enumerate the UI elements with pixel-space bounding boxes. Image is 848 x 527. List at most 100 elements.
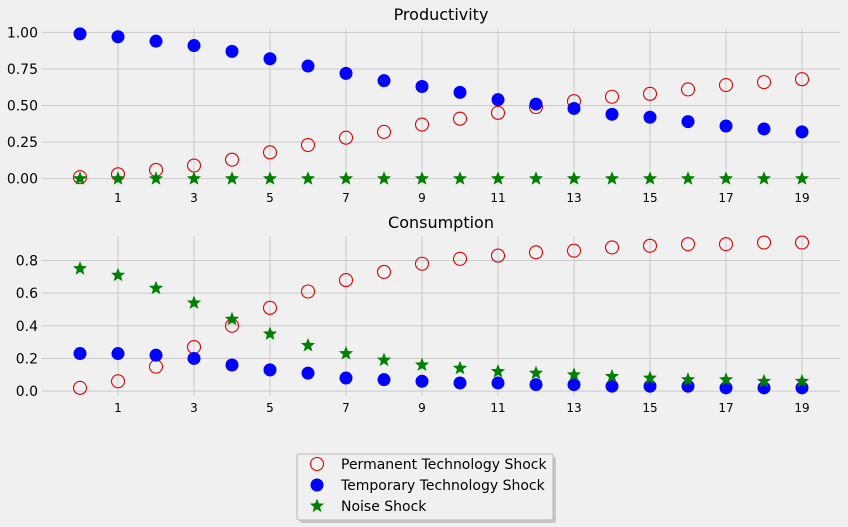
temporary-point: [567, 378, 581, 392]
temporary-point: [643, 379, 657, 393]
y-tick-label: 0.4: [16, 319, 38, 335]
noise-point: [338, 171, 354, 185]
legend: Permanent Technology Shock Temporary Tech…: [296, 453, 556, 523]
y-tick-label: 1.00: [7, 25, 38, 41]
temporary-point: [73, 27, 87, 41]
permanent-point: [376, 264, 392, 279]
legend-marker-permanent: [309, 456, 325, 472]
noise-point: [300, 171, 316, 185]
permanent-point: [300, 137, 316, 153]
permanent-point: [224, 152, 240, 167]
y-tick-label: 0.8: [16, 253, 38, 269]
noise-point: [72, 261, 88, 275]
x-tick-label: 7: [342, 401, 350, 415]
permanent-point: [642, 86, 658, 101]
chart-title: Productivity: [394, 5, 489, 24]
permanent-point: [680, 237, 696, 252]
temporary-point: [339, 371, 353, 385]
temporary-point: [719, 119, 733, 133]
temporary-point: [225, 358, 239, 372]
x-tick-label: 5: [266, 401, 274, 415]
permanent-point: [414, 256, 430, 271]
permanent-point: [414, 117, 430, 132]
noise-point: [528, 171, 544, 185]
noise-point: [566, 367, 582, 381]
permanent-point: [490, 248, 506, 263]
noise-point: [528, 365, 544, 380]
noise-point: [110, 267, 126, 282]
noise-point: [262, 326, 278, 341]
legend-label-permanent: Permanent Technology Shock: [341, 457, 547, 473]
noise-point: [224, 311, 240, 326]
temporary-point: [377, 74, 391, 88]
temporary-point: [415, 80, 429, 94]
x-tick-label: 19: [794, 401, 809, 415]
x-tick-label: 19: [794, 191, 809, 205]
noise-point: [376, 171, 392, 185]
permanent-point: [604, 240, 620, 255]
permanent-point: [338, 273, 354, 288]
permanent-point: [642, 238, 658, 253]
temporary-point: [719, 381, 733, 395]
x-tick-label: 15: [642, 401, 657, 415]
x-tick-label: 1: [114, 191, 122, 205]
y-tick-label: 0.75: [7, 62, 38, 78]
permanent-point: [490, 105, 506, 120]
y-tick-label: 0.00: [7, 172, 38, 188]
x-tick-label: 3: [190, 191, 198, 205]
x-tick-label: 7: [342, 191, 350, 205]
y-tick-label: 0.25: [7, 135, 38, 151]
permanent-point: [680, 82, 696, 97]
temporary-point: [795, 125, 809, 139]
x-tick-label: 3: [190, 401, 198, 415]
x-tick-label: 11: [490, 191, 505, 205]
temporary-point: [301, 59, 315, 73]
temporary-point: [73, 347, 87, 361]
noise-point: [452, 171, 468, 185]
temporary-point: [187, 39, 201, 53]
permanent-point: [756, 75, 772, 90]
temporary-point: [301, 366, 315, 380]
temporary-point: [415, 374, 429, 388]
temporary-point: [529, 97, 543, 111]
legend-label-temporary: Temporary Technology Shock: [340, 478, 546, 494]
legend-marker-noise: [309, 498, 325, 513]
permanent-point: [148, 359, 164, 374]
noise-point: [376, 352, 392, 367]
x-tick-label: 9: [418, 191, 426, 205]
noise-point: [642, 370, 658, 385]
temporary-point: [681, 115, 695, 129]
temporary-point: [491, 93, 505, 107]
legend-box: [296, 453, 554, 521]
noise-point: [148, 280, 164, 295]
temporary-point: [529, 378, 543, 392]
noise-point: [566, 171, 582, 185]
noise-point: [224, 171, 240, 185]
noise-point: [756, 171, 772, 185]
noise-point: [604, 171, 620, 185]
temporary-point: [453, 85, 467, 99]
temporary-point: [377, 373, 391, 387]
temporary-point: [225, 44, 239, 58]
chart-title: Consumption: [388, 213, 494, 232]
temporary-point: [453, 376, 467, 390]
noise-point: [300, 337, 316, 352]
permanent-point: [718, 78, 734, 93]
noise-point: [452, 360, 468, 375]
noise-point: [186, 171, 202, 185]
y-tick-label: 0.0: [16, 384, 38, 400]
x-tick-label: 17: [718, 401, 733, 415]
permanent-point: [262, 300, 278, 315]
permanent-point: [72, 380, 88, 395]
legend-marker-temporary: [310, 478, 324, 492]
y-tick-label: 0.50: [7, 99, 38, 115]
noise-point: [642, 171, 658, 185]
noise-point: [718, 171, 734, 185]
temporary-point: [643, 110, 657, 124]
temporary-point: [111, 30, 125, 44]
permanent-point: [794, 72, 810, 87]
permanent-point: [794, 235, 810, 250]
